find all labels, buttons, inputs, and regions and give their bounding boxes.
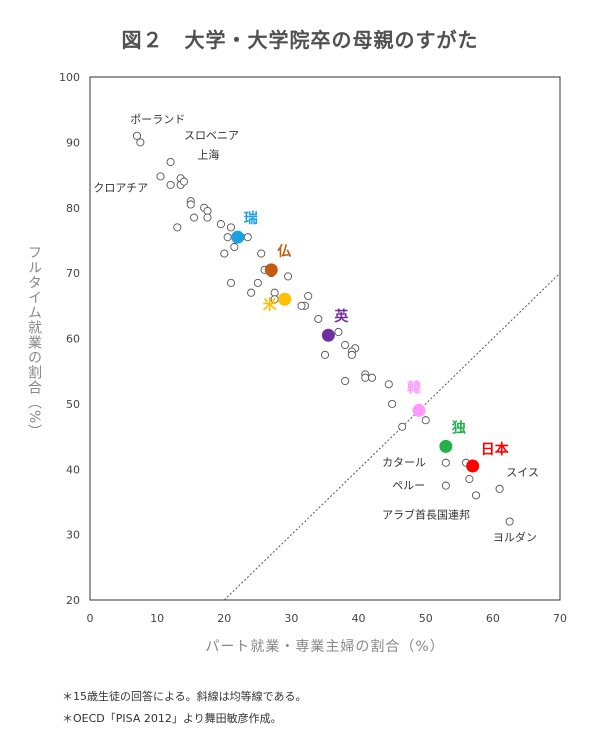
y-tick-label: 70 bbox=[66, 267, 80, 280]
data-point bbox=[186, 200, 195, 209]
highlighted-point bbox=[466, 459, 480, 473]
y-tick-label: 100 bbox=[59, 71, 80, 84]
data-point bbox=[341, 340, 350, 350]
y-tick-label: 90 bbox=[66, 136, 80, 149]
data-point bbox=[398, 422, 407, 431]
data-point bbox=[505, 517, 514, 526]
data-point bbox=[230, 242, 239, 252]
data-point bbox=[472, 491, 481, 500]
data-point bbox=[465, 475, 474, 484]
data-point bbox=[223, 233, 232, 242]
data-point bbox=[441, 458, 450, 467]
data-points bbox=[132, 131, 514, 526]
data-point bbox=[173, 223, 182, 232]
data-point bbox=[190, 213, 199, 222]
data-point bbox=[341, 376, 350, 386]
data-point bbox=[388, 399, 397, 408]
data-point bbox=[179, 177, 189, 186]
plot-frame bbox=[89, 76, 561, 601]
highlighted-point-label: 瑞 bbox=[244, 210, 258, 227]
equality-line-path bbox=[223, 272, 561, 601]
y-tick-label: 20 bbox=[66, 594, 80, 607]
highlighted-point bbox=[412, 403, 426, 417]
footnote-1: ＊15歳生徒の回答による。斜線は均等線である。 bbox=[62, 690, 307, 703]
data-point bbox=[216, 220, 225, 229]
data-point bbox=[304, 291, 313, 301]
x-tick-label: 70 bbox=[553, 612, 567, 625]
annotation-label: 上海 bbox=[197, 148, 219, 162]
y-tick-label: 60 bbox=[66, 333, 80, 346]
data-point bbox=[132, 131, 142, 140]
data-point bbox=[226, 223, 236, 232]
y-tick-label: 50 bbox=[66, 398, 80, 411]
data-point bbox=[136, 138, 145, 147]
highlighted-point-label: 米 bbox=[263, 296, 278, 313]
data-point bbox=[347, 350, 356, 359]
y-axis-label: フルタイム就業の割合（%） bbox=[26, 245, 42, 440]
highlighted-point-label: 仏 bbox=[277, 244, 291, 260]
y-tick-label: 40 bbox=[66, 463, 80, 476]
data-point bbox=[334, 327, 343, 337]
data-point bbox=[243, 233, 252, 242]
x-tick-label: 0 bbox=[87, 612, 94, 625]
data-point bbox=[441, 481, 450, 490]
highlighted-point-label: 日本 bbox=[481, 441, 510, 458]
data-point bbox=[367, 373, 377, 382]
x-tick-label: 50 bbox=[419, 612, 433, 625]
equality-line bbox=[223, 272, 561, 601]
x-tick-label: 40 bbox=[352, 612, 366, 625]
highlighted-point bbox=[278, 292, 292, 306]
data-point bbox=[320, 350, 330, 359]
x-tick-label: 20 bbox=[217, 612, 231, 625]
annotation-label: ポーランド bbox=[130, 113, 185, 126]
highlighted-point-label: 英 bbox=[333, 308, 349, 325]
highlighted-point bbox=[264, 263, 278, 277]
data-point bbox=[226, 278, 236, 287]
data-point bbox=[203, 213, 212, 222]
data-point bbox=[166, 157, 175, 167]
annotation-label: ヨルダン bbox=[493, 530, 537, 544]
annotation-label: カタール bbox=[382, 456, 426, 469]
data-point bbox=[257, 249, 266, 258]
data-point bbox=[284, 272, 293, 281]
x-axis-label: パート就業・専業主婦の割合（%） bbox=[205, 639, 445, 655]
annotation-label: スイス bbox=[506, 466, 539, 479]
data-point bbox=[166, 180, 175, 189]
x-tick-label: 60 bbox=[486, 612, 500, 625]
data-point bbox=[253, 278, 262, 287]
highlighted-point bbox=[321, 328, 335, 342]
data-point bbox=[220, 249, 229, 258]
data-point bbox=[297, 301, 306, 310]
footnotes: ＊15歳生徒の回答による。斜線は均等線である。 ＊OECD「PISA 2012」… bbox=[62, 686, 307, 730]
annotation-label: スロベニア bbox=[184, 129, 239, 142]
annotation-label: ペルー bbox=[392, 479, 425, 492]
footnote-2: ＊OECD「PISA 2012」より舞田敏彦作成。 bbox=[62, 712, 282, 725]
data-point bbox=[384, 380, 393, 389]
highlighted-point bbox=[439, 439, 453, 453]
x-tick-label: 30 bbox=[284, 612, 298, 625]
data-point bbox=[495, 484, 504, 493]
data-point bbox=[361, 373, 370, 382]
chart-title: 図２ 大学・大学院卒の母親のすがた bbox=[121, 28, 479, 52]
highlighted-point bbox=[231, 230, 245, 244]
highlighted-point-label: 韓 bbox=[407, 379, 421, 396]
y-tick-label: 30 bbox=[66, 529, 80, 542]
data-point bbox=[156, 172, 165, 181]
data-point bbox=[421, 416, 430, 425]
annotation-label: クロアチア bbox=[93, 181, 148, 194]
y-tick-label: 80 bbox=[66, 202, 80, 215]
x-tick-label: 10 bbox=[150, 612, 164, 625]
axes: 0 10 20 30 40 50 60 70 20 30 40 50 60 70 80 90 100 bbox=[59, 71, 567, 625]
highlighted-point-label: 独 bbox=[452, 419, 466, 436]
annotation-label: アラブ首長国連邦 bbox=[382, 507, 470, 521]
data-point bbox=[314, 314, 323, 323]
data-point bbox=[247, 288, 256, 297]
